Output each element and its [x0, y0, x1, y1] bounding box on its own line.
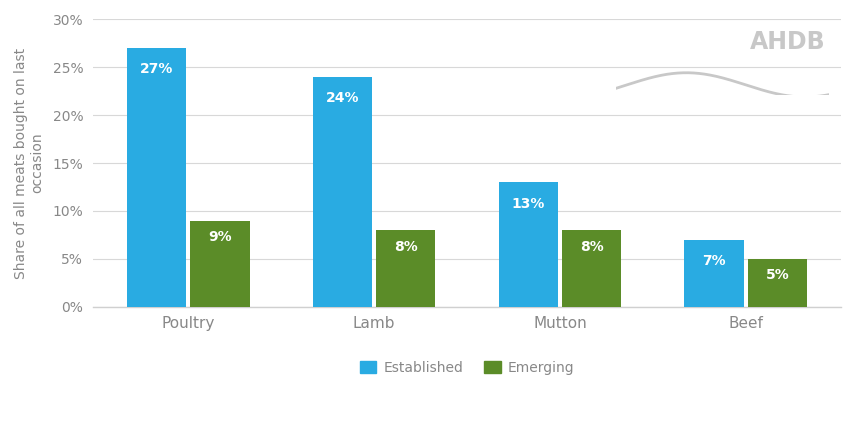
Text: 8%: 8%	[580, 240, 604, 254]
Bar	[562, 230, 622, 307]
Bar	[685, 240, 744, 307]
Bar	[313, 77, 372, 307]
Text: 9%: 9%	[208, 230, 232, 244]
Text: 8%: 8%	[394, 240, 417, 254]
Text: AHDB: AHDB	[750, 30, 825, 54]
Text: 27%: 27%	[140, 62, 174, 77]
Legend: Established, Emerging: Established, Emerging	[354, 355, 580, 380]
Bar	[190, 220, 250, 307]
Text: 5%: 5%	[765, 268, 789, 282]
Text: 7%: 7%	[702, 254, 726, 268]
Y-axis label: Share of all meats bought on last
occasion: Share of all meats bought on last occasi…	[14, 48, 44, 278]
Text: 24%: 24%	[326, 91, 359, 105]
Bar	[127, 48, 186, 307]
Bar	[747, 259, 807, 307]
Text: 13%: 13%	[511, 197, 545, 210]
Bar	[498, 182, 558, 307]
Bar	[376, 230, 435, 307]
